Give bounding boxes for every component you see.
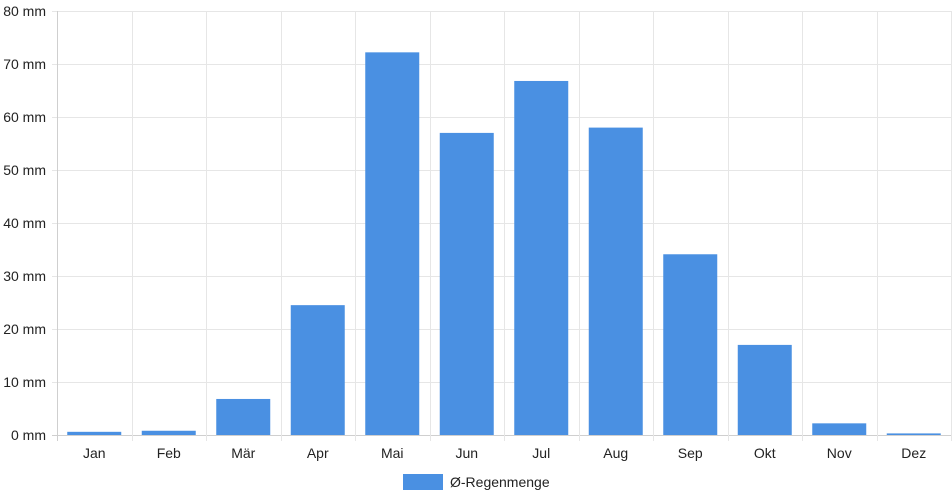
y-tick-label: 10 mm (3, 374, 46, 390)
y-tick-label: 60 mm (3, 109, 46, 125)
bar-jul[interactable] (514, 80, 569, 436)
bar-series (67, 52, 941, 436)
x-tick-label: Nov (827, 445, 852, 461)
bar-apr[interactable] (290, 305, 345, 435)
bar-nov[interactable] (812, 423, 867, 435)
bar-aug[interactable] (588, 127, 643, 435)
x-axis-tick-labels: Jan Feb Mär Apr Mai Jun Jul Aug Sep Okt Nov Dez (83, 445, 926, 461)
grid-lines (52, 11, 952, 441)
bar-feb[interactable] (141, 430, 196, 435)
y-tick-label: 0 mm (11, 427, 46, 443)
x-tick-label: Mär (231, 445, 255, 461)
x-tick-label: Dez (901, 445, 926, 461)
y-tick-label: 70 mm (3, 56, 46, 72)
x-tick-label: Aug (603, 445, 628, 461)
bar-sep[interactable] (663, 254, 718, 435)
bar-jan[interactable] (67, 431, 122, 435)
y-axis-tick-labels: 0 mm 10 mm 20 mm 30 mm 40 mm 50 mm 60 mm 70 mm 8… (3, 3, 46, 443)
bar-okt[interactable] (737, 344, 792, 435)
legend[interactable]: Ø-Regenmenge (403, 474, 550, 490)
bar-dez[interactable] (886, 433, 941, 435)
bar-jun[interactable] (439, 132, 494, 435)
x-tick-label: Jan (83, 445, 106, 461)
x-tick-label: Feb (157, 445, 181, 461)
y-tick-label: 80 mm (3, 3, 46, 19)
x-tick-label: Jul (532, 445, 550, 461)
x-tick-label: Jun (455, 445, 478, 461)
x-tick-label: Apr (307, 445, 329, 461)
y-tick-label: 20 mm (3, 321, 46, 337)
legend-swatch[interactable] (403, 474, 443, 490)
x-tick-label: Sep (678, 445, 703, 461)
x-tick-label: Mai (381, 445, 404, 461)
y-tick-label: 30 mm (3, 268, 46, 284)
y-tick-label: 50 mm (3, 162, 46, 178)
bar-mär[interactable] (216, 398, 271, 435)
x-tick-label: Okt (754, 445, 776, 461)
bar-mai[interactable] (365, 52, 420, 436)
y-tick-label: 40 mm (3, 215, 46, 231)
legend-label[interactable]: Ø-Regenmenge (450, 474, 550, 490)
